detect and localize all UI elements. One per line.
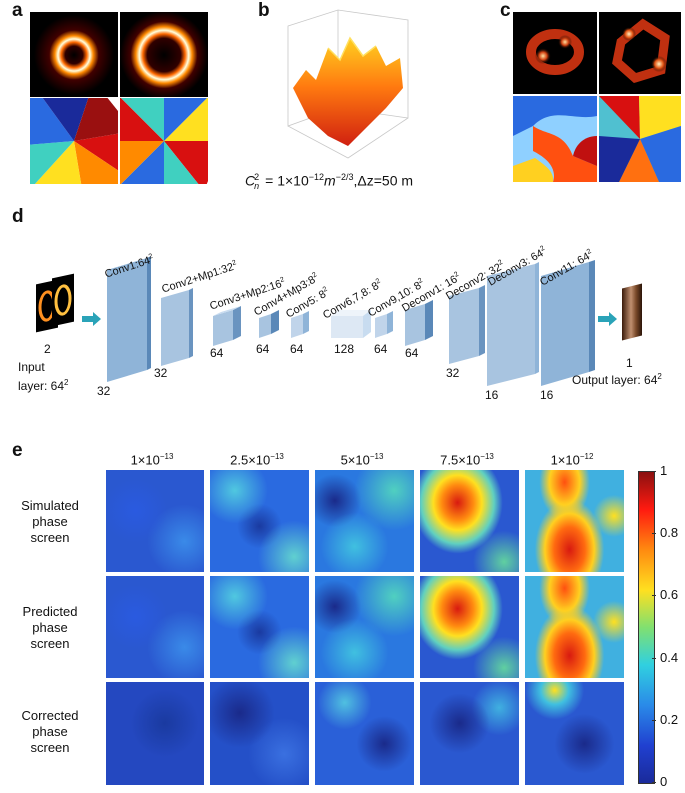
channels-conv1: 32: [97, 384, 111, 398]
panel-letter-d: d: [12, 206, 24, 227]
panel-letter-e: e: [12, 440, 23, 461]
layer-block-conv3: [213, 306, 241, 346]
col-label-4: 7.5×10−13: [440, 452, 494, 468]
input-label-line2: layer: 64: [18, 379, 65, 393]
layer-block-conv2: [161, 288, 193, 366]
col-label-3: 5×10−13: [340, 452, 384, 468]
caption-cn-sub: n: [254, 181, 260, 192]
channels-conv3: 64: [210, 346, 224, 360]
caption-exp: −12: [308, 172, 325, 182]
channels-conv11: 16: [540, 388, 554, 402]
phase-screen-pred-1: [106, 576, 204, 678]
channels-deconv1: 64: [405, 346, 419, 360]
distorted-phase-2: [599, 96, 681, 182]
layer-block-conv5: [291, 311, 309, 338]
phase-screen-sim-5: [525, 470, 624, 572]
phase-screen-pred-4: [420, 576, 519, 678]
input-arrow: [82, 312, 101, 326]
phase-screen-corr-5: [525, 682, 624, 785]
phase-screen-pred-5: [525, 576, 624, 678]
colorbar-tick-mark: [652, 533, 656, 535]
colorbar-tick-mark: [652, 595, 656, 597]
phase-screen-pred-2: [210, 576, 309, 678]
caption-eq: = 1×10: [265, 172, 309, 189]
channels-deconv2: 32: [446, 366, 460, 380]
phase-screen-corr-1: [106, 682, 204, 785]
network-diagram: [107, 256, 595, 386]
phase-screen-pred-3: [315, 576, 414, 678]
output-layer-label: Output layer: 642: [572, 372, 662, 387]
phase-screen-sim-4: [420, 470, 519, 572]
colorbar-tick-label: 0.6: [660, 587, 679, 603]
channels-conv4: 64: [256, 342, 270, 356]
turbulence-strength-caption: Cn2 = 1×10−12m−2/3,Δz=50 m: [245, 172, 413, 191]
colorbar-tick-label: 0.4: [660, 649, 679, 665]
caption-m: m: [324, 172, 336, 189]
layer-block-deconv1: [405, 300, 433, 346]
row-label-corrected: Corrected phase screen: [21, 708, 79, 755]
row-label-predicted: Predicted phase screen: [22, 604, 78, 651]
phase-screen-corr-2: [210, 682, 309, 785]
phase-screen-corr-4: [420, 682, 519, 785]
channels-conv2: 32: [154, 366, 168, 380]
layer-block-conv678: [331, 310, 371, 338]
layer-block-deconv3: [487, 262, 539, 386]
colorbar-tick-label: 0: [660, 774, 668, 789]
channels-deconv3: 16: [485, 388, 499, 402]
vortex-phase-1: [30, 98, 118, 184]
colorbar-tick-mark: [652, 782, 656, 783]
phase-screen-corr-3: [315, 682, 414, 785]
col-label-2: 2.5×10−13: [230, 452, 284, 468]
panel-letter-c: c: [500, 0, 511, 21]
input-channel-2: [52, 273, 74, 327]
distorted-intensity-1: [513, 12, 597, 94]
input-label-line1: Input: [18, 360, 45, 374]
input-layer-label: Input layer: 642: [18, 360, 68, 394]
layer-block-conv4: [259, 310, 279, 338]
output-phase-image: [622, 283, 642, 341]
channels-conv910: 64: [374, 342, 388, 356]
colorbar-tick-mark: [652, 719, 656, 721]
colorbar-tick-label: 0.8: [660, 525, 679, 541]
phase-screen-sim-3: [315, 470, 414, 572]
channels-conv5: 64: [290, 342, 304, 356]
col-label-5: 1×10−12: [550, 452, 594, 468]
vortex-phase-2: [120, 98, 208, 184]
input-label-sup: 2: [64, 378, 69, 387]
vortex-beam-intensity-2: [120, 12, 208, 97]
distorted-intensity-2: [599, 12, 681, 94]
caption-cn-sup: 2: [254, 172, 260, 182]
channels-conv678: 128: [334, 342, 355, 356]
colorbar-tick-label: 0.2: [660, 711, 679, 727]
caption-mexp: −2/3: [335, 172, 354, 182]
turbulence-surface-plot: [268, 8, 418, 173]
distorted-phase-1: [513, 96, 597, 182]
output-arrow: [598, 312, 617, 326]
input-count: 2: [44, 342, 51, 356]
colorbar-tick-mark: [652, 657, 656, 659]
colorbar-tick-label: 1: [660, 463, 668, 478]
layer-block-conv11: [541, 260, 595, 386]
output-count: 1: [626, 356, 633, 370]
panel-letter-a: a: [12, 0, 23, 21]
colorbar: [638, 471, 655, 784]
row-label-simulated: Simulated phase screen: [21, 498, 79, 545]
phase-screen-sim-2: [210, 470, 309, 572]
colorbar-tick-mark: [652, 471, 656, 472]
col-label-1: 1×10−13: [130, 452, 174, 468]
layer-block-conv910: [375, 311, 393, 338]
panel-letter-b: b: [258, 0, 270, 21]
vortex-beam-intensity-1: [30, 12, 118, 97]
layer-block-deconv2: [449, 285, 485, 364]
caption-dz: ,Δz=50 m: [353, 172, 414, 189]
layer-block-conv1: [107, 256, 151, 382]
caption-cn: C: [245, 172, 256, 189]
phase-screen-sim-1: [106, 470, 204, 572]
